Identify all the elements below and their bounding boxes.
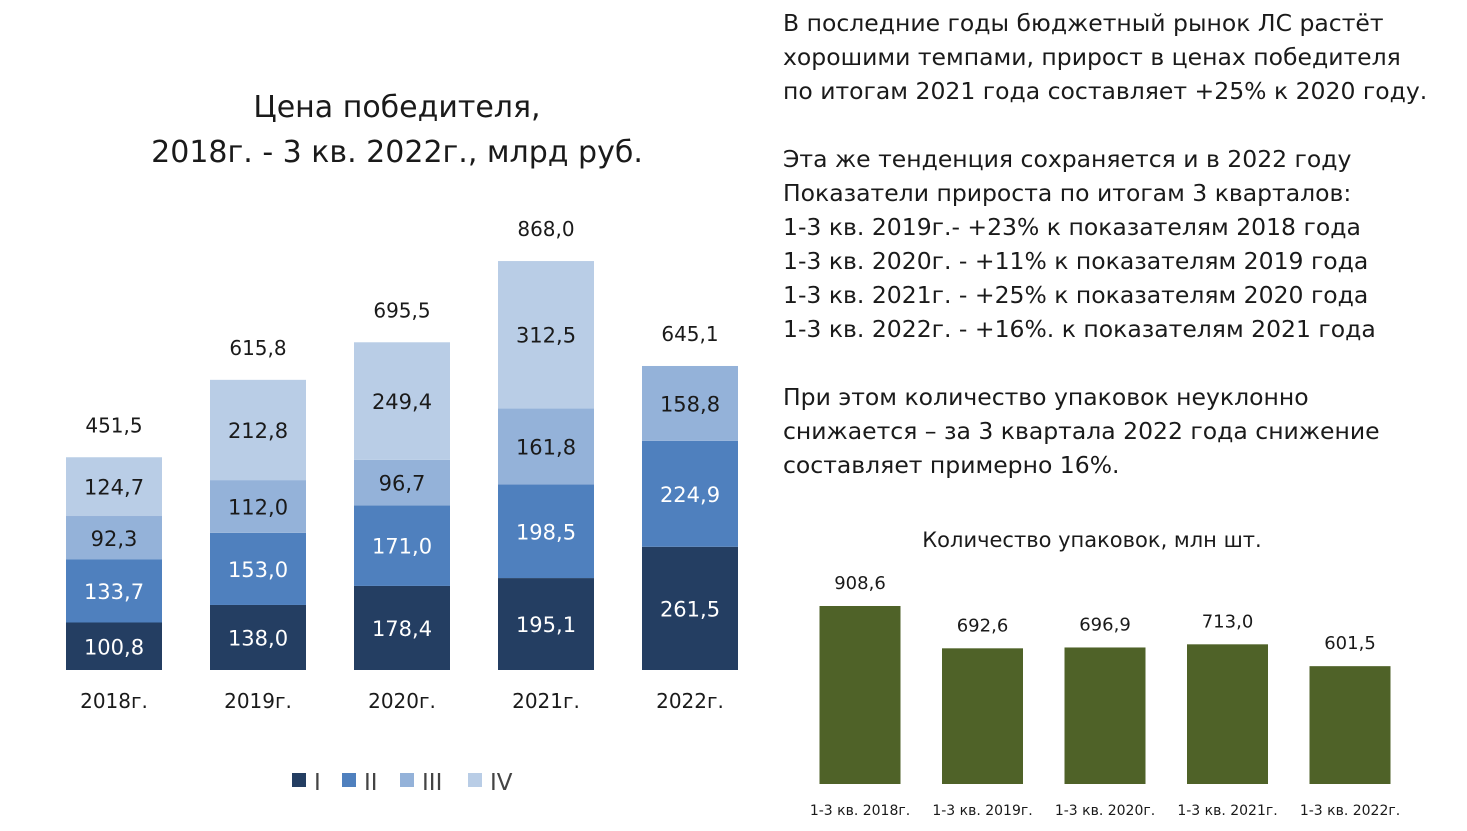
commentary-line: 1-3 кв. 2021г. - +25% к показателям 2020… xyxy=(783,281,1369,309)
bar-segment-III xyxy=(642,365,738,441)
segment-label: 312,5 xyxy=(516,324,576,348)
x-tick-label: 2021г. xyxy=(512,689,580,713)
legend-swatch xyxy=(292,773,306,787)
bar-segment-II xyxy=(642,440,738,547)
winner-price-chart: Цена победителя, 2018г. - 3 кв. 2022г., м… xyxy=(66,90,738,796)
legend-label: III xyxy=(422,770,442,796)
data-label: 692,6 xyxy=(957,615,1009,636)
x-tick-label: 1-3 кв. 2021г. xyxy=(1177,803,1277,819)
segment-label: 161,8 xyxy=(516,435,576,459)
bar-segment-III xyxy=(66,516,162,560)
chart-title: Цена победителя, 2018г. - 3 кв. 2022г., м… xyxy=(151,90,643,170)
commentary-text: В последние годы бюджетный рынок ЛС раст… xyxy=(783,6,1463,482)
bar xyxy=(1187,644,1268,784)
data-label: 908,6 xyxy=(834,573,886,594)
data-label: 601,5 xyxy=(1324,633,1376,654)
data-label: 696,9 xyxy=(1079,614,1131,635)
commentary-line: 1-3 кв. 2020г. - +11% к показателям 2019… xyxy=(783,247,1369,275)
commentary-line: по итогам 2021 года составляет +25% к 20… xyxy=(783,77,1428,105)
total-label: 451,5 xyxy=(85,413,142,437)
x-tick-label: 1-3 кв. 2020г. xyxy=(1055,803,1155,819)
segment-label: 195,1 xyxy=(516,613,576,637)
segment-label: 138,0 xyxy=(228,626,288,650)
chart-title: Количество упаковок, млн шт. xyxy=(922,528,1261,552)
legend-label: I xyxy=(314,770,321,796)
x-tick-label: 2022г. xyxy=(656,689,724,713)
bar xyxy=(1064,647,1146,784)
commentary-paragraph: При этом количество упаковок неуклонно с… xyxy=(783,380,1463,482)
segment-label: 112,0 xyxy=(228,495,288,519)
segment-label: 249,4 xyxy=(372,390,432,414)
bar-segment-IV xyxy=(210,379,306,481)
bar-segment-III xyxy=(498,408,594,485)
x-tick-label: 2018г. xyxy=(80,689,148,713)
commentary-paragraph: Эта же тенденция сохраняется и в 2022 го… xyxy=(783,142,1463,346)
data-label: 713,0 xyxy=(1202,611,1254,632)
total-label: 868,0 xyxy=(517,217,574,241)
bar-segment-III xyxy=(210,480,306,533)
segment-label: 158,8 xyxy=(660,392,720,416)
x-tick-label: 2020г. xyxy=(368,689,436,713)
bar-segment-I xyxy=(354,585,450,670)
x-tick-label: 1-3 кв. 2018г. xyxy=(810,803,910,819)
bar-segment-I xyxy=(498,578,594,670)
bar-segment-II xyxy=(354,505,450,586)
bar-segment-IV xyxy=(498,261,594,409)
bar xyxy=(819,606,901,784)
segment-label: 224,9 xyxy=(660,483,720,507)
bar-segment-II xyxy=(498,484,594,579)
segment-label: 124,7 xyxy=(84,476,144,500)
segment-label: 261,5 xyxy=(660,597,720,621)
segment-label: 133,7 xyxy=(84,580,144,604)
bar-segment-I xyxy=(210,604,306,670)
bar-segment-II xyxy=(66,559,162,623)
x-tick-label: 2019г. xyxy=(224,689,292,713)
legend-label: IV xyxy=(490,770,513,796)
bar-segment-IV xyxy=(66,457,162,517)
commentary-line: составляет примерно 16%. xyxy=(783,451,1120,479)
commentary-line: Эта же тенденция сохраняется и в 2022 го… xyxy=(783,145,1352,173)
total-label: 645,1 xyxy=(661,322,718,346)
bar xyxy=(1309,666,1391,784)
x-tick-label: 1-3 кв. 2022г. xyxy=(1300,803,1400,819)
commentary-paragraph: В последние годы бюджетный рынок ЛС раст… xyxy=(783,6,1463,108)
legend-swatch xyxy=(342,773,356,787)
commentary-line: хорошими темпами, прирост в ценах победи… xyxy=(783,43,1401,71)
legend-label: II xyxy=(364,770,378,796)
segment-label: 212,8 xyxy=(228,419,288,443)
legend-swatch xyxy=(468,773,482,787)
bar-segment-I xyxy=(66,622,162,670)
bar-segment-IV xyxy=(354,342,450,460)
commentary-line: снижается – за 3 квартала 2022 года сниж… xyxy=(783,417,1380,445)
commentary-line: 1-3 кв. 2022г. - +16%. к показателям 202… xyxy=(783,315,1376,343)
total-label: 695,5 xyxy=(373,298,430,322)
packages-chart: Количество упаковок, млн шт. 908,6 1-3 кв.… xyxy=(810,528,1400,819)
segment-label: 171,0 xyxy=(372,535,432,559)
bar-segment-II xyxy=(210,532,306,605)
bar xyxy=(942,648,1023,784)
x-tick-label: 1-3 кв. 2019г. xyxy=(932,803,1032,819)
legend-swatch xyxy=(400,773,414,787)
commentary-line: При этом количество упаковок неуклонно xyxy=(783,383,1309,411)
segment-label: 92,3 xyxy=(91,527,138,551)
total-label: 615,8 xyxy=(229,336,286,360)
bar-segment-III xyxy=(354,459,450,506)
segment-label: 178,4 xyxy=(372,617,432,641)
segment-label: 198,5 xyxy=(516,520,576,544)
segment-label: 153,0 xyxy=(228,558,288,582)
commentary-line: В последние годы бюджетный рынок ЛС раст… xyxy=(783,9,1384,37)
commentary-line: Показатели прироста по итогам 3 квартало… xyxy=(783,179,1352,207)
segment-label: 100,8 xyxy=(84,635,144,659)
bar-segment-I xyxy=(642,546,738,670)
commentary-line: 1-3 кв. 2019г.- +23% к показателям 2018 … xyxy=(783,213,1361,241)
segment-label: 96,7 xyxy=(379,472,426,496)
